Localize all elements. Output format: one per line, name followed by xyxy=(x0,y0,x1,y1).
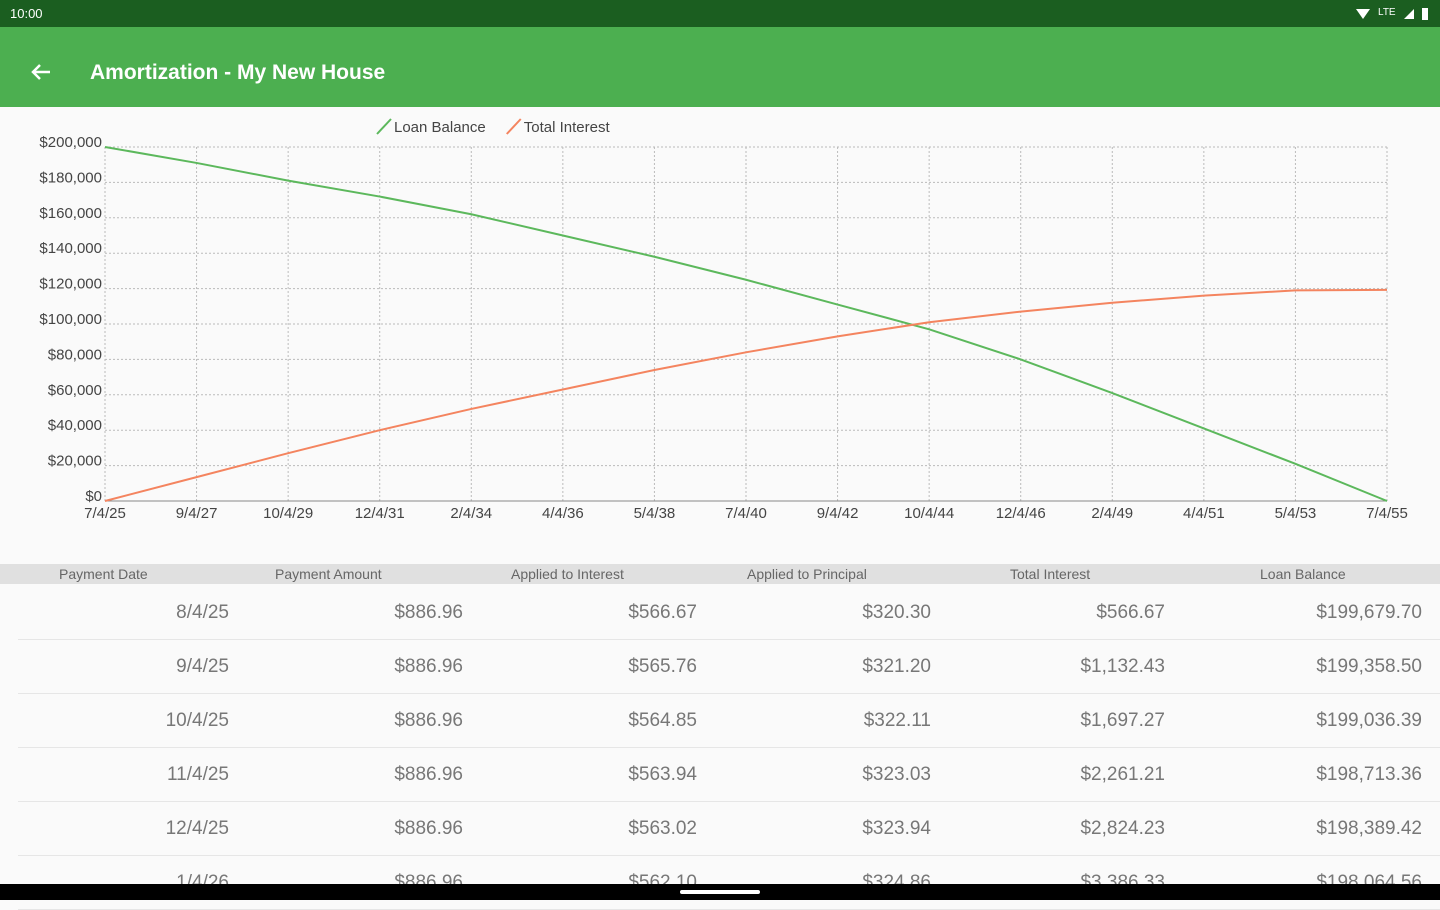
y-tick-label: $80,000 xyxy=(48,346,102,363)
cell: $563.02 xyxy=(628,818,697,839)
y-tick-label: $140,000 xyxy=(39,240,102,257)
y-tick-label: $0 xyxy=(85,488,102,505)
table-row: 11/4/25 $886.96 $563.94 $323.03 $2,261.21 $19… xyxy=(0,748,1440,802)
cell: 8/4/25 xyxy=(176,602,229,623)
y-tick-label: $120,000 xyxy=(39,276,102,293)
title: Amortization - My New House xyxy=(90,61,386,84)
cell: $565.76 xyxy=(628,656,697,677)
x-tick-label: 9/4/42 xyxy=(817,505,859,522)
column-header: Applied to Interest xyxy=(511,566,624,582)
cell: $321.20 xyxy=(862,656,931,677)
cell: $198,713.36 xyxy=(1316,764,1422,785)
cell: $2,261.21 xyxy=(1080,764,1165,785)
nav-bar xyxy=(0,884,1440,900)
x-tick-label: 5/4/38 xyxy=(634,505,676,522)
x-tick-label: 12/4/46 xyxy=(996,505,1046,522)
x-tick-label: 10/4/44 xyxy=(904,505,954,522)
table-row: 10/4/25 $886.96 $564.85 $322.11 $1,697.27 $19… xyxy=(0,694,1440,748)
row-divider xyxy=(18,639,1440,640)
y-tick-label: $180,000 xyxy=(39,169,102,186)
back-button[interactable] xyxy=(30,62,52,82)
x-tick-label: 7/4/25 xyxy=(84,505,126,522)
chart: $0 $20,000 $40,000 $60,000 $80,000 $100,000 $1… xyxy=(39,118,1408,522)
cell: $564.85 xyxy=(628,710,697,731)
cell: $323.94 xyxy=(862,818,931,839)
cell: 10/4/25 xyxy=(165,710,229,731)
row-divider xyxy=(18,747,1440,748)
x-tick-label: 10/4/29 xyxy=(263,505,313,522)
y-tick-label: $100,000 xyxy=(39,311,102,328)
cell: $566.67 xyxy=(1096,602,1165,623)
y-tick-label: $60,000 xyxy=(48,382,102,399)
column-header: Payment Amount xyxy=(275,566,382,582)
cell: 11/4/25 xyxy=(167,764,229,785)
column-header: Total Interest xyxy=(1010,566,1091,582)
x-tick-label: 4/4/51 xyxy=(1183,505,1225,522)
cell: $1,132.43 xyxy=(1080,656,1165,677)
table-row: 1/4/26 $886.96 $562.10 $324.86 $3,386.33 $198… xyxy=(0,856,1440,910)
legend-label: Total Interest xyxy=(524,119,611,136)
app-bar: Amortization - My New House xyxy=(0,27,1440,107)
home-handle[interactable] xyxy=(680,890,760,894)
cell: $2,824.23 xyxy=(1080,818,1165,839)
cell: $199,036.39 xyxy=(1316,710,1422,731)
x-tick-label: 9/4/27 xyxy=(176,505,218,522)
cell: $886.96 xyxy=(394,656,463,677)
cell: $322.11 xyxy=(863,710,931,731)
cell: $320.30 xyxy=(862,602,931,623)
cell: $198,389.42 xyxy=(1316,818,1422,839)
legend-swatch xyxy=(376,118,392,135)
column-header: Applied to Principal xyxy=(747,566,867,582)
table-row: 8/4/25 $886.96 $566.67 $320.30 $566.67 $199,6… xyxy=(0,586,1440,640)
y-tick-label: $40,000 xyxy=(48,417,102,434)
table-header: Payment Date Payment Amount Applied to Int… xyxy=(0,564,1440,584)
table: Payment Date Payment Amount Applied to Int… xyxy=(0,564,1440,910)
cell: $566.67 xyxy=(628,602,697,623)
network: LTE xyxy=(1378,7,1396,18)
x-tick-label: 2/4/49 xyxy=(1091,505,1133,522)
x-tick-label: 5/4/53 xyxy=(1275,505,1317,522)
column-header: Loan Balance xyxy=(1260,566,1346,582)
x-tick-label: 2/4/34 xyxy=(450,505,492,522)
cell: $563.94 xyxy=(628,764,697,785)
cell: 9/4/25 xyxy=(176,656,229,677)
status-icons xyxy=(1356,8,1428,20)
clock: 10:00 xyxy=(10,6,43,21)
row-divider xyxy=(18,855,1440,856)
x-tick-label: 7/4/40 xyxy=(725,505,767,522)
series-line xyxy=(104,146,1388,502)
x-tick-label: 7/4/55 xyxy=(1366,505,1408,522)
cell: $199,358.50 xyxy=(1316,656,1422,677)
cell: $886.96 xyxy=(394,710,463,731)
table-row: 9/4/25 $886.96 $565.76 $321.20 $1,132.43 $199… xyxy=(0,640,1440,694)
cell: $1,697.27 xyxy=(1080,710,1165,731)
column-header: Payment Date xyxy=(59,566,148,582)
cell: $323.03 xyxy=(862,764,931,785)
status-bar: 10:00 LTE xyxy=(0,0,1440,27)
y-tick-label: $20,000 xyxy=(48,453,102,470)
cell: $199,679.70 xyxy=(1316,602,1422,623)
cell: $886.96 xyxy=(394,602,463,623)
y-tick-label: $200,000 xyxy=(39,134,102,151)
x-tick-label: 4/4/36 xyxy=(542,505,584,522)
series-line xyxy=(104,288,1388,502)
row-divider xyxy=(18,693,1440,694)
legend-label: Loan Balance xyxy=(394,119,486,136)
legend-swatch xyxy=(506,118,522,135)
cell: 12/4/25 xyxy=(165,818,229,839)
cell: $886.96 xyxy=(394,764,463,785)
x-tick-label: 12/4/31 xyxy=(355,505,405,522)
row-divider xyxy=(18,801,1440,802)
y-tick-label: $160,000 xyxy=(39,205,102,222)
cell: $886.96 xyxy=(394,818,463,839)
table-row: 12/4/25 $886.96 $563.02 $323.94 $2,824.23 $19… xyxy=(0,802,1440,856)
